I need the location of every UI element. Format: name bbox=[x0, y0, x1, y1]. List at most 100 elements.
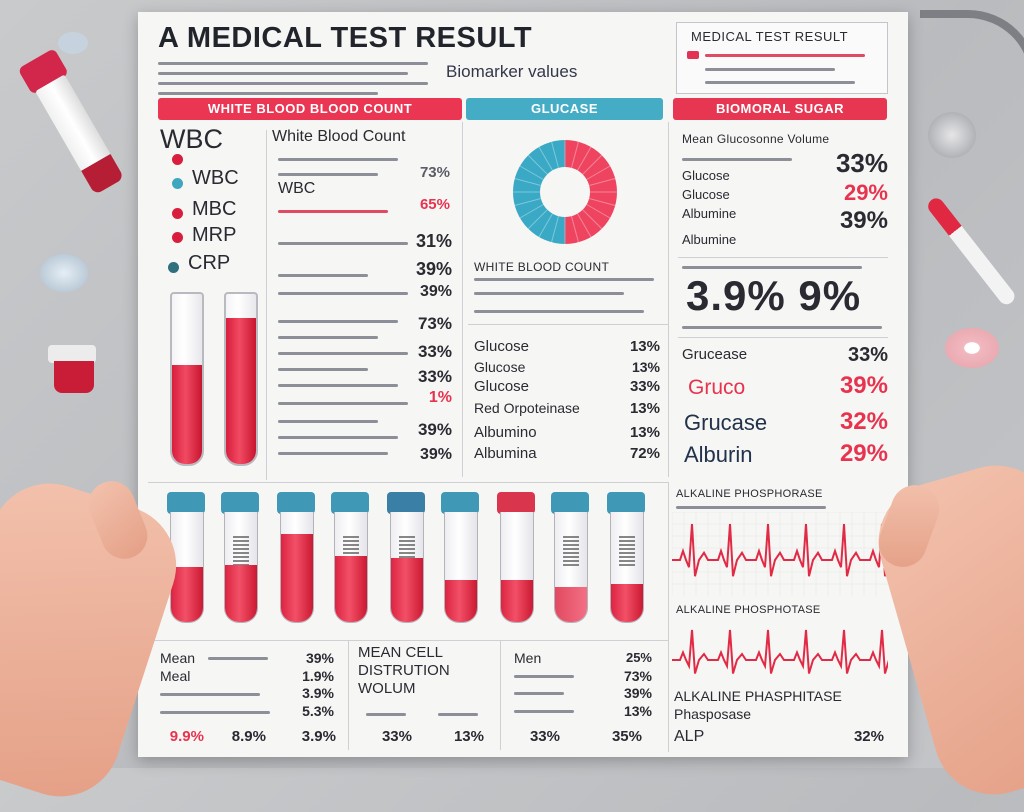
wbc-value: 33% bbox=[417, 342, 452, 361]
page-title: A MEDICAL TEST RESULT bbox=[158, 22, 533, 54]
fine-print bbox=[158, 62, 428, 65]
pen-prop bbox=[925, 195, 1018, 308]
legend-label: CRP bbox=[188, 252, 231, 274]
band-glucase: GLUCASE bbox=[466, 98, 663, 120]
right-column-title: Mean Glucosonne Volume bbox=[682, 132, 830, 146]
bottom-c1-label: Meal bbox=[160, 668, 191, 684]
band-white-blood-count: WHITE BLOOD BLOOD COUNT bbox=[158, 98, 462, 120]
donut-caption: WHITE BLOOD COUNT bbox=[474, 260, 610, 274]
bottom-c1-footer: 9.9% bbox=[169, 728, 204, 745]
right-row-value: 39% bbox=[839, 207, 888, 234]
small-cap-prop bbox=[58, 32, 88, 54]
donut-slice-red bbox=[565, 140, 617, 244]
wbc-value: 73% bbox=[417, 314, 452, 333]
bottom-c3-footer: 35% bbox=[611, 728, 642, 745]
alp-heading: ALKALINE PHASPHITASE bbox=[674, 688, 842, 704]
bottom-c2-title: MEAN CELL bbox=[358, 644, 444, 661]
wbc-column-sub: WBC bbox=[278, 180, 316, 197]
bottom-c1-footer: 3.9% bbox=[301, 728, 336, 745]
test-tube bbox=[224, 292, 258, 466]
legend-label: MRP bbox=[192, 224, 237, 246]
stethoscope-head-prop bbox=[928, 112, 976, 158]
wbc-value: 39% bbox=[417, 420, 452, 439]
legend-dot bbox=[168, 262, 179, 273]
glucase-donut-chart bbox=[513, 140, 617, 244]
mini-title: MEDICAL TEST RESULT bbox=[691, 29, 849, 44]
right-row-value: 29% bbox=[843, 180, 888, 205]
stethoscope-prop bbox=[920, 10, 1024, 178]
alp-label: ALP bbox=[674, 728, 705, 745]
sample-tube bbox=[387, 492, 425, 623]
glucose-row-value: 13% bbox=[629, 338, 660, 355]
wbc-value: 39% bbox=[415, 259, 452, 279]
alp-subheading: Phasposase bbox=[674, 706, 752, 722]
legend-label: MBC bbox=[192, 198, 237, 220]
wbc-big-label: WBC bbox=[160, 124, 223, 154]
sample-tube bbox=[607, 492, 645, 623]
wbc-value: 39% bbox=[419, 446, 452, 463]
bottom-c1-value: 1.9% bbox=[302, 668, 334, 684]
sample-tube bbox=[551, 492, 589, 623]
bottom-c2-footer: 33% bbox=[381, 728, 412, 745]
blood-vial-prop bbox=[48, 345, 98, 395]
ecg-trace-1 bbox=[672, 512, 888, 596]
right-row2-label: Grucease bbox=[682, 346, 748, 363]
wbc-value: 31% bbox=[415, 231, 452, 251]
bottom-c3-value: 39% bbox=[623, 685, 652, 701]
glucose-row-value: 33% bbox=[629, 378, 660, 395]
donut-slice-blue bbox=[513, 140, 565, 244]
glucose-row-label: Glucose bbox=[474, 338, 530, 355]
bottom-c3-footer: 33% bbox=[529, 728, 560, 745]
glucose-row-value: 13% bbox=[629, 400, 660, 417]
legend-dot bbox=[172, 208, 183, 219]
sample-tube bbox=[497, 492, 535, 623]
mini-header-box: MEDICAL TEST RESULT bbox=[676, 22, 888, 94]
big-value-readout: 3.9% 9% bbox=[686, 272, 862, 319]
subtitle: Biomarker values bbox=[446, 62, 578, 81]
glucose-row-value: 13% bbox=[629, 424, 660, 441]
bottom-c1-value: 5.3% bbox=[302, 703, 334, 719]
right-row2-label: Alburin bbox=[684, 442, 753, 467]
clear-cup-prop bbox=[40, 254, 88, 292]
glucose-row-label: Albumino bbox=[474, 424, 537, 441]
wbc-value: 1% bbox=[428, 389, 452, 406]
bottom-c1-footer: 8.9% bbox=[231, 728, 266, 745]
glucose-row-label: Glucose bbox=[474, 359, 526, 375]
legend-dot bbox=[172, 232, 183, 243]
right-row2-value: 33% bbox=[847, 344, 888, 366]
ecg-label-1: ALKALINE PHOSPHORASE bbox=[676, 488, 823, 500]
right-row2-label: Gruco bbox=[688, 376, 746, 399]
legend-label: WBC bbox=[192, 167, 239, 189]
wbc-value: 33% bbox=[417, 367, 452, 386]
mini-red-marker bbox=[687, 51, 699, 59]
glucose-row-value: 13% bbox=[631, 359, 660, 375]
pill-prop bbox=[945, 328, 999, 368]
band-biomoral-sugar: BIOMORAL SUGAR bbox=[673, 98, 887, 120]
ecg-label-2: ALKALINE PHOSPHOTASE bbox=[676, 604, 821, 616]
bottom-c1-value: 3.9% bbox=[302, 685, 334, 701]
right-row2-value: 29% bbox=[839, 440, 888, 467]
right-row2-value: 39% bbox=[839, 372, 888, 399]
bottom-c3-value: 13% bbox=[623, 703, 652, 719]
bottom-c3-value: 25% bbox=[625, 650, 652, 665]
sample-tube bbox=[331, 492, 369, 623]
right-row-label: Albumine bbox=[682, 206, 737, 221]
bottom-c1-value: 39% bbox=[305, 650, 334, 666]
alp-value: 32% bbox=[853, 728, 884, 745]
bottom-c2-title: WOLUM bbox=[358, 680, 416, 697]
sample-tube bbox=[277, 492, 315, 623]
legend-dot bbox=[172, 154, 183, 165]
wbc-value: 39% bbox=[419, 283, 452, 300]
glucose-row-label: Red Orpoteinase bbox=[474, 400, 580, 416]
wbc-column-title: White Blood Count bbox=[272, 128, 406, 145]
glucose-row-label: Albumina bbox=[474, 445, 537, 462]
bottom-c2-footer: 13% bbox=[453, 728, 484, 745]
test-result-sheet: A MEDICAL TEST RESULT MEDICAL TEST RESUL… bbox=[138, 12, 908, 757]
right-row2-value: 32% bbox=[839, 408, 888, 435]
ecg-trace-2 bbox=[672, 629, 888, 674]
right-row-value: 33% bbox=[835, 148, 888, 178]
right-row-label: Glucose bbox=[682, 187, 730, 202]
legend-dot bbox=[172, 178, 183, 189]
right-row-label: Glucose bbox=[682, 168, 730, 183]
bottom-c2-title: DISTRUTION bbox=[358, 662, 450, 679]
